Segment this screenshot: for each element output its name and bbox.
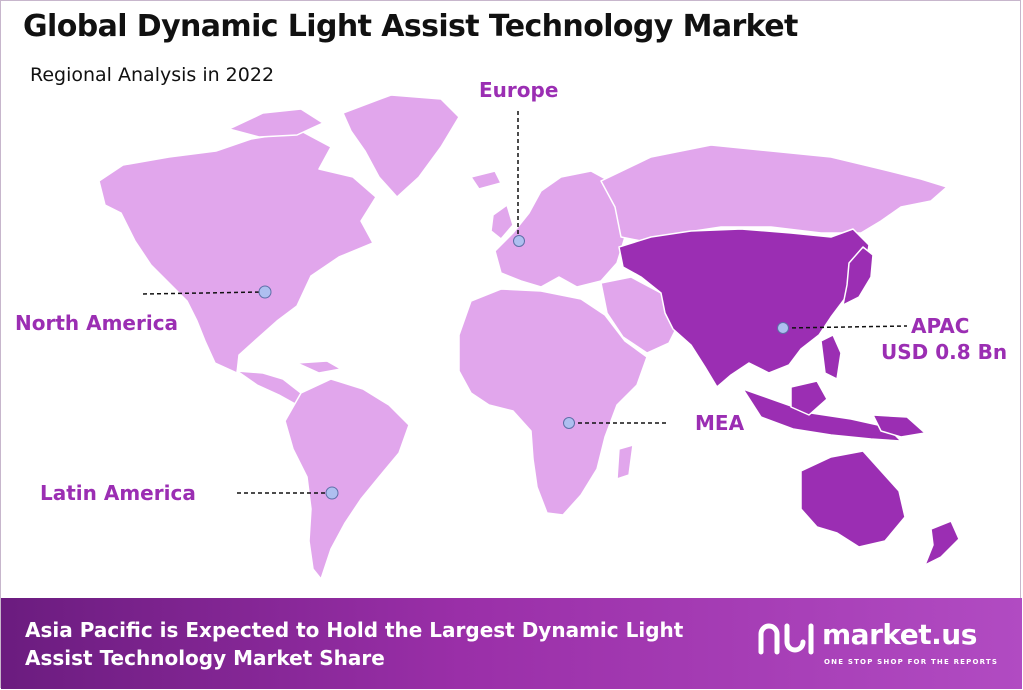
australia-shape [800, 450, 906, 548]
region-label-apac: APAC [911, 313, 969, 339]
north-america-shape [98, 130, 377, 374]
region-label-north-america: North America [15, 310, 178, 336]
region-label-latin-america: Latin America [40, 480, 196, 506]
apac-mainland-shape [618, 228, 870, 388]
north-asia-shape [600, 144, 948, 242]
japan-shape [842, 246, 874, 306]
region-name: Europe [479, 78, 559, 102]
greenland-shape [342, 94, 460, 198]
madagascar-shape [616, 444, 634, 480]
footer-text: Asia Pacific is Expected to Hold the Lar… [25, 618, 684, 670]
brand-name: market.us [822, 618, 977, 651]
arctic-islands-shape [228, 108, 324, 138]
africa-shape [458, 288, 648, 516]
caribbean-shape [296, 360, 342, 374]
brand-tagline: ONE STOP SHOP FOR THE REPORTS [824, 658, 999, 666]
uk-shape [490, 204, 514, 240]
taiwan-philippines-shape [820, 334, 842, 380]
region-value-apac: USD 0.8 Bn [881, 339, 1007, 365]
mea-marker [563, 417, 575, 429]
latin-america-marker [325, 486, 339, 500]
leader-lines [142, 111, 908, 494]
region-name: Latin America [40, 481, 196, 505]
apac-region [618, 228, 960, 566]
europe-marker [513, 235, 525, 247]
north-america-leader [142, 291, 264, 295]
page-subtitle: Regional Analysis in 2022 [30, 64, 275, 86]
footer-banner: Asia Pacific is Expected to Hold the Lar… [1, 598, 1022, 689]
apac-marker [777, 322, 789, 334]
apac-leader [784, 325, 908, 329]
world-map [98, 94, 960, 580]
south-america-shape [284, 378, 410, 580]
north-america-marker [258, 285, 272, 299]
page-title: Global Dynamic Light Assist Technology M… [23, 9, 798, 44]
papua-shape [872, 414, 926, 438]
region-value: USD 0.8 Bn [881, 340, 1008, 364]
new-zealand-shape [924, 520, 960, 566]
region-name: MEA [695, 411, 745, 435]
brand-logo: market.us ONE STOP SHOP FOR THE REPORTS [756, 618, 1006, 678]
region-markers [258, 235, 789, 500]
iceland-shape [470, 170, 502, 190]
region-label-mea: MEA [695, 410, 744, 436]
region-label-europe: Europe [479, 77, 558, 103]
region-name: APAC [911, 314, 970, 338]
borneo-shape [790, 380, 828, 416]
region-name: North America [15, 311, 179, 335]
market-us-logo-icon [758, 623, 814, 655]
